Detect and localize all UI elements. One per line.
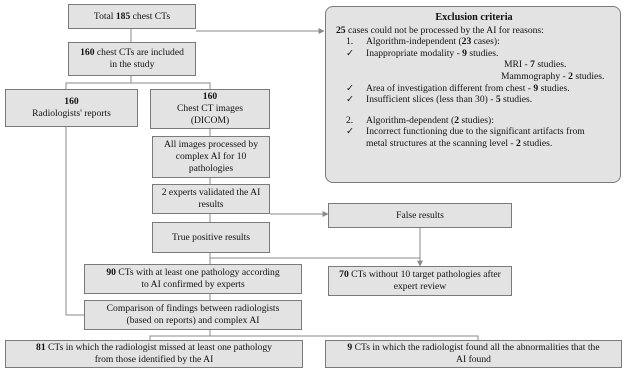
check-icon: ✓: [346, 126, 355, 138]
exclusion-slices: ✓ Insufficient slices (less than 30) - 5…: [346, 94, 533, 106]
line-comparison-to-foundall: [210, 335, 479, 340]
confirmed-pathology-box: 90 CTs with at least one pathology accor…: [84, 264, 302, 294]
exclusion-modality: ✓ Inappropriate modality - 9 studies.: [346, 47, 499, 59]
false-results-box: False results: [328, 203, 512, 228]
line-comparison-split: [149, 330, 211, 340]
exclusion-title: Exclusion criteria: [435, 12, 513, 23]
radiologist-found-all-box: 9 CTs in which the radiologist found all…: [325, 340, 622, 368]
chest-ct-images-box: 160 Chest CT images (DICOM): [150, 89, 270, 129]
exclusion-group-1: 1. Algorithm-independent (23 cases):: [346, 36, 500, 48]
line-included-split: [65, 76, 132, 89]
included-cts-box: 160 chest CTs are included in the study: [68, 42, 196, 76]
exclusion-artifacts-cont: metal structures at the scanning level -…: [366, 137, 553, 149]
exclusion-criteria-box: Exclusion criteria 25 cases could not be…: [325, 6, 621, 183]
exclusion-mri: MRI - 7 studies.: [504, 59, 567, 71]
exclusion-intro: 25 cases could not be processed by the A…: [336, 24, 544, 36]
line-included-to-images: [131, 82, 211, 89]
exclusion-artifacts: ✓ Incorrect functioning due to the signi…: [346, 126, 585, 138]
check-icon: ✓: [346, 82, 355, 94]
ai-processed-box: All images processed by complex AI for 1…: [152, 136, 270, 178]
exclusion-group-2: 2. Algorithm-dependent (2 studies):: [346, 114, 494, 126]
experts-validated-box: 2 experts validated the AI results: [152, 184, 270, 214]
no-pathology-box: 70 CTs without 10 target pathologies aft…: [328, 266, 512, 296]
check-icon: ✓: [346, 47, 355, 59]
true-positive-box: True positive results: [152, 222, 270, 253]
comparison-box: Comparison of findings between radiologi…: [84, 300, 302, 330]
exclusion-area: ✓ Area of investigation different from c…: [346, 82, 570, 94]
line-reports-to-comparison: [65, 127, 84, 316]
exclusion-mammography: Mammography - 2 studies.: [501, 70, 605, 82]
radiologists-reports-box: 160 Radiologists' reports: [5, 89, 138, 127]
total-cts-box: Total 185 chest CTs: [68, 4, 196, 29]
check-icon: ✓: [346, 94, 355, 106]
radiologist-missed-box: 81 CTs in which the radiologist missed a…: [5, 340, 303, 368]
